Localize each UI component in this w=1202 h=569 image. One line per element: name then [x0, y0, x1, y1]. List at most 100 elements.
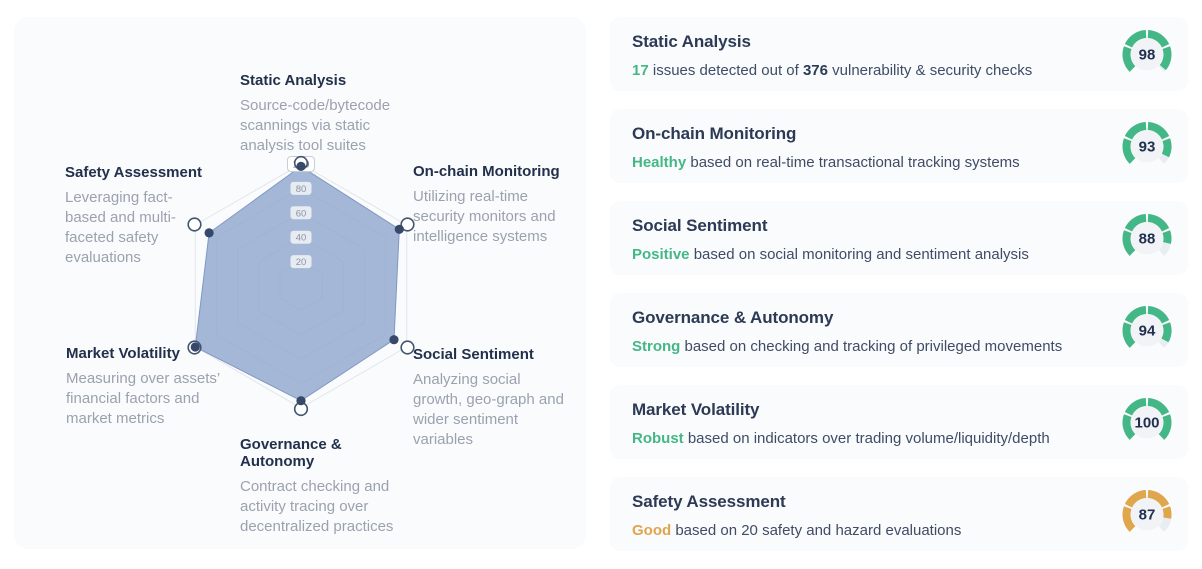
gauge-inner-disc — [1131, 222, 1163, 255]
axis-title: Social Sentiment — [413, 346, 534, 363]
status-text: Good — [632, 522, 672, 539]
gauge-value-segment — [1124, 214, 1147, 232]
score-card: Safety Assessment Good based on 20 safet… — [610, 477, 1188, 551]
axis-title: On-chain Monitoring — [413, 163, 560, 180]
gauge-value-segment — [1124, 398, 1147, 416]
axis-title: Safety Assessment — [65, 164, 203, 181]
axis-description: Contract checking and activity tracing o… — [240, 478, 394, 535]
radar-tick-label: 20 — [296, 257, 307, 268]
radar-tick-pill — [290, 181, 312, 195]
description-text: based on 20 safety and hazard evaluation… — [671, 522, 962, 539]
gauge-value-segment — [1158, 414, 1172, 440]
score-card-title: Static Analysis — [632, 32, 751, 51]
radar-tick-pill — [290, 206, 312, 220]
radar-data-point[interactable] — [204, 228, 214, 238]
radar-data-point[interactable] — [394, 224, 404, 234]
radar-data-point[interactable] — [296, 396, 306, 406]
radar-data-point[interactable] — [190, 342, 200, 352]
radar-axis-label-safety-assessment: Safety Assessment Leveraging fact-based … — [65, 164, 203, 268]
axis-description: Leveraging fact-based and multi-faceted … — [65, 189, 176, 266]
radar-axis-label-market-volatility: Market Volatility Measuring over assets’… — [66, 345, 226, 429]
score-value: 100 — [1134, 415, 1159, 432]
gauge-value-segment — [1122, 506, 1136, 532]
score-card-title: Market Volatility — [632, 400, 760, 419]
axis-description: Utilizing real-time security monitors an… — [413, 188, 556, 245]
score-card-description: Robust based on indicators over trading … — [632, 430, 1096, 447]
gauge-value-segment — [1147, 30, 1170, 48]
score-card-description: Positive based on social monitoring and … — [632, 246, 1096, 263]
score-gauge: 98 — [1119, 28, 1175, 81]
radar-axis-label-governance-autonomy: Governance & Autonomy Contract checking … — [240, 436, 416, 537]
metric-value: 376 — [802, 62, 828, 79]
radar-tick-label: 40 — [296, 233, 307, 244]
gauge-value-segment — [1124, 30, 1147, 48]
score-card-title: Governance & Autonomy — [632, 308, 834, 327]
radar-axis-endpoint — [400, 340, 415, 355]
radar-axis-endpoint — [187, 217, 202, 232]
radar-data-point[interactable] — [389, 335, 399, 345]
gauge-value-segment — [1147, 306, 1170, 324]
description-text: based on indicators over trading volume/… — [683, 430, 1050, 447]
description-text: based on social monitoring and sentiment… — [689, 246, 1029, 263]
status-text: 17 — [632, 62, 649, 79]
gauge-value-segment — [1124, 306, 1147, 324]
score-gauge: 93 — [1119, 120, 1175, 173]
score-value: 94 — [1139, 323, 1156, 340]
gauge-value-segment — [1147, 122, 1170, 140]
gauge-inner-disc — [1131, 498, 1163, 531]
score-card-description: 17 issues detected out of 376 vulnerabil… — [632, 62, 1096, 79]
description-text: issues detected out of — [648, 62, 803, 79]
score-gauge: 87 — [1119, 488, 1175, 541]
axis-title: Governance & Autonomy — [240, 436, 342, 470]
description-text: vulnerability & security checks — [827, 62, 1033, 79]
gauge-value-segment — [1147, 490, 1170, 508]
gauge-value-segment — [1122, 230, 1136, 256]
radar-axis-label-static-analysis: Static Analysis Source-code/bytecode sca… — [240, 72, 412, 156]
axis-description: Source-code/bytecode scannings via stati… — [240, 97, 391, 154]
gauge-value-segment — [1122, 46, 1136, 72]
score-card: Static Analysis 17 issues detected out o… — [610, 17, 1188, 91]
gauge-value-segment — [1124, 490, 1147, 508]
score-value: 88 — [1139, 231, 1156, 248]
gauge-value-segment — [1162, 506, 1172, 519]
radar-axis-endpoint — [400, 217, 415, 232]
score-card: Social Sentiment Positive based on socia… — [610, 201, 1188, 275]
radar-data-point[interactable] — [296, 161, 306, 171]
gauge-value-segment — [1162, 230, 1172, 244]
status-text: Positive — [632, 246, 690, 263]
score-card: Market Volatility Robust based on indica… — [610, 385, 1188, 459]
score-card: On-chain Monitoring Healthy based on rea… — [610, 109, 1188, 183]
radar-tick-pill — [290, 230, 312, 244]
score-value: 93 — [1139, 139, 1156, 156]
radar-tick-label: 80 — [296, 184, 307, 195]
description-text: based on checking and tracking of privil… — [680, 338, 1063, 355]
gauge-inner-disc — [1131, 130, 1163, 163]
radar-panel: 20406080100 Static Analysis Source-code/… — [14, 17, 586, 549]
radar-tick-label: 60 — [296, 208, 307, 219]
gauge-value-segment — [1159, 46, 1172, 71]
gauge-value-segment — [1124, 122, 1147, 140]
score-card-description: Good based on 20 safety and hazard evalu… — [632, 522, 1096, 539]
radar-chart[interactable]: 20406080100 — [136, 116, 466, 456]
score-card-title: Safety Assessment — [632, 492, 786, 511]
gauge-value-segment — [1161, 138, 1172, 158]
axis-title: Market Volatility — [66, 345, 180, 362]
description-text: based on real-time transactional trackin… — [686, 154, 1020, 171]
gauge-value-segment — [1122, 138, 1136, 164]
status-text: Healthy — [632, 154, 687, 171]
gauge-inner-disc — [1131, 38, 1163, 71]
score-value: 98 — [1139, 47, 1156, 64]
score-gauge: 100 — [1119, 396, 1175, 449]
radar-axis-label-on-chain-monitoring: On-chain Monitoring Utilizing real-time … — [413, 163, 578, 247]
radar-axis-label-social-sentiment: Social Sentiment Analyzing social growth… — [413, 346, 573, 450]
gauge-value-segment — [1147, 214, 1170, 232]
score-card-title: On-chain Monitoring — [632, 124, 797, 143]
gauge-value-segment — [1161, 322, 1172, 343]
gauge-inner-disc — [1131, 314, 1163, 347]
score-card-title: Social Sentiment — [632, 216, 768, 235]
axis-description: Measuring over assets’ financial factors… — [66, 370, 220, 427]
score-card: Governance & Autonomy Strong based on ch… — [610, 293, 1188, 367]
score-gauge: 94 — [1119, 304, 1175, 357]
gauge-inner-disc — [1131, 406, 1163, 439]
score-value: 87 — [1139, 507, 1156, 524]
